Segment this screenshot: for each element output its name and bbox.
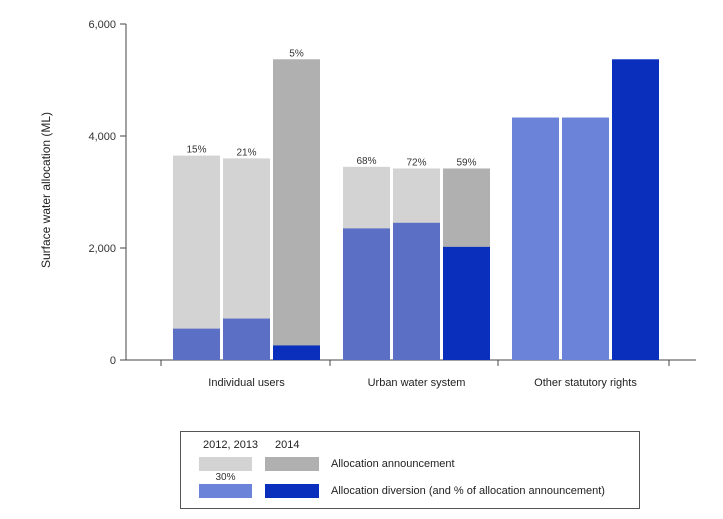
legend-swatch-diversion-2012-2013 [199,484,252,498]
y-tick-label: 6,000 [88,19,116,31]
legend-label-announcement: Allocation announcement [331,458,455,470]
legend-header-2012-2013: 2012, 2013 [203,439,259,451]
bar-announcement [273,59,320,360]
bars [173,59,659,361]
y-tick-label: 0 [110,355,116,367]
bar-pct-label: 21% [236,147,256,158]
x-category-label: Individual users [208,377,285,389]
bar-diversion [612,59,659,360]
x-category-label: Urban water system [368,377,466,389]
legend-swatch-announcement-2014 [265,457,319,471]
legend-swatch-announcement-2012-2013 [199,457,252,471]
legend-example-pct: 30% [215,472,236,483]
legend-swatch-diversion-2014 [265,484,319,498]
legend: 2012, 2013 2014 Allocation announcement … [180,431,640,509]
bar-diversion [393,222,440,360]
bar-pct-label: 5% [289,48,304,59]
chart-plot: 0 2,000 4,000 6,000 15% 21% 5% Individual user… [39,19,696,389]
y-axis-title: Surface water allocation (ML) [39,112,53,268]
bar-diversion [223,318,270,360]
bar-diversion [512,117,559,361]
bar-diversion [173,328,220,360]
bar-announcement [173,155,220,360]
y-tick-label: 2,000 [88,243,116,255]
bar-diversion [562,117,609,361]
legend-label-diversion: Allocation diversion (and % of allocatio… [331,485,605,497]
legend-header-2014: 2014 [275,439,300,451]
bar-diversion [443,246,490,360]
bar-pct-label: 68% [356,156,376,167]
y-tick-label: 4,000 [88,131,116,143]
bar-diversion [343,228,390,360]
x-category-label: Other statutory rights [534,377,637,389]
bar-pct-label: 72% [406,157,426,168]
bar-pct-label: 15% [186,145,206,156]
bar-pct-label: 59% [456,157,476,168]
bar-diversion [273,345,320,360]
labels: 15% 21% 5% Individual users 68% 72% 59% Urban w… [186,48,637,389]
